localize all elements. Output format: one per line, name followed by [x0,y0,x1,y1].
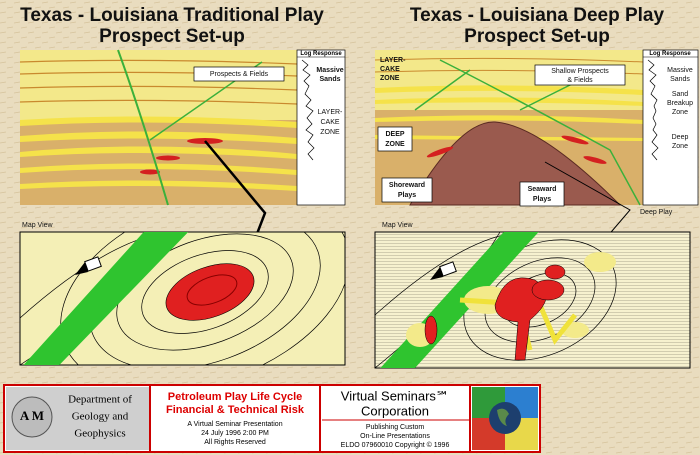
publisher: ELDO 07960010 Copyright © 1996 [341,441,450,449]
zone-label: CAKE [380,66,400,73]
company: Virtual Seminars℠ [341,388,449,403]
details: All Rights Reserved [204,439,266,446]
deep-play-label: Deep Play [640,209,673,216]
play-label: Plays [398,192,416,199]
publisher: Publishing Custom [366,424,425,431]
map-label: Map View [22,222,54,229]
zone-label: DEEP [385,131,404,138]
log-header: Log Response [300,51,342,57]
log-label: Sands [670,76,690,83]
details: 24 July 1996 2:00 PM [201,430,269,437]
title: Prospect Set-up [99,26,245,47]
left-map [19,231,346,366]
log-label: Zone [672,143,688,150]
play-label: Plays [533,196,551,203]
play-label: Seaward [528,186,557,193]
log-label: Massive [316,67,343,74]
right-section: LAYER- CAKE ZONE Shallow Prospects & Fie… [374,49,699,207]
publisher: On-Line Presentations [360,433,430,440]
course-title: Petroleum Play Life Cycle [168,391,303,403]
zone-label: LAYER- [380,57,406,64]
title: Texas - Louisiana Traditional Play [20,5,324,26]
callout: Shallow Prospects [551,68,609,75]
zone-label: ZONE [380,75,400,82]
log-label: Breakup [667,100,693,107]
log-header: Log Response [649,51,691,57]
log-label: Sands [319,76,340,83]
title: Texas - Louisiana Deep Play [410,5,665,26]
callout: & Fields [567,77,593,84]
log-label: Massive [667,67,693,74]
department: Geophysics [74,428,125,440]
left-section: Prospects & Fields Log Response Massive … [19,49,346,206]
right-map [374,231,691,369]
footer: A M Department of Geology and Geophysics… [3,384,541,453]
department: Department of [68,394,132,406]
log-label: ZONE [320,129,340,136]
log-label: Deep [672,134,689,141]
zone-label: ZONE [385,141,405,148]
title: Prospect Set-up [464,26,610,47]
log-label: Sand [672,91,688,98]
play-label: Shoreward [389,182,425,189]
company: Corporation [361,403,429,418]
course-title: Financial & Technical Risk [166,404,305,416]
logo: A M [20,408,44,423]
details: A Virtual Seminar Presentation [187,421,282,428]
department: Geology and [72,411,129,423]
log-label: Zone [672,109,688,116]
log-label: CAKE [320,119,339,126]
callout: Prospects & Fields [210,71,269,78]
map-label: Map View [382,222,414,229]
log-label: LAYER- [318,109,343,116]
